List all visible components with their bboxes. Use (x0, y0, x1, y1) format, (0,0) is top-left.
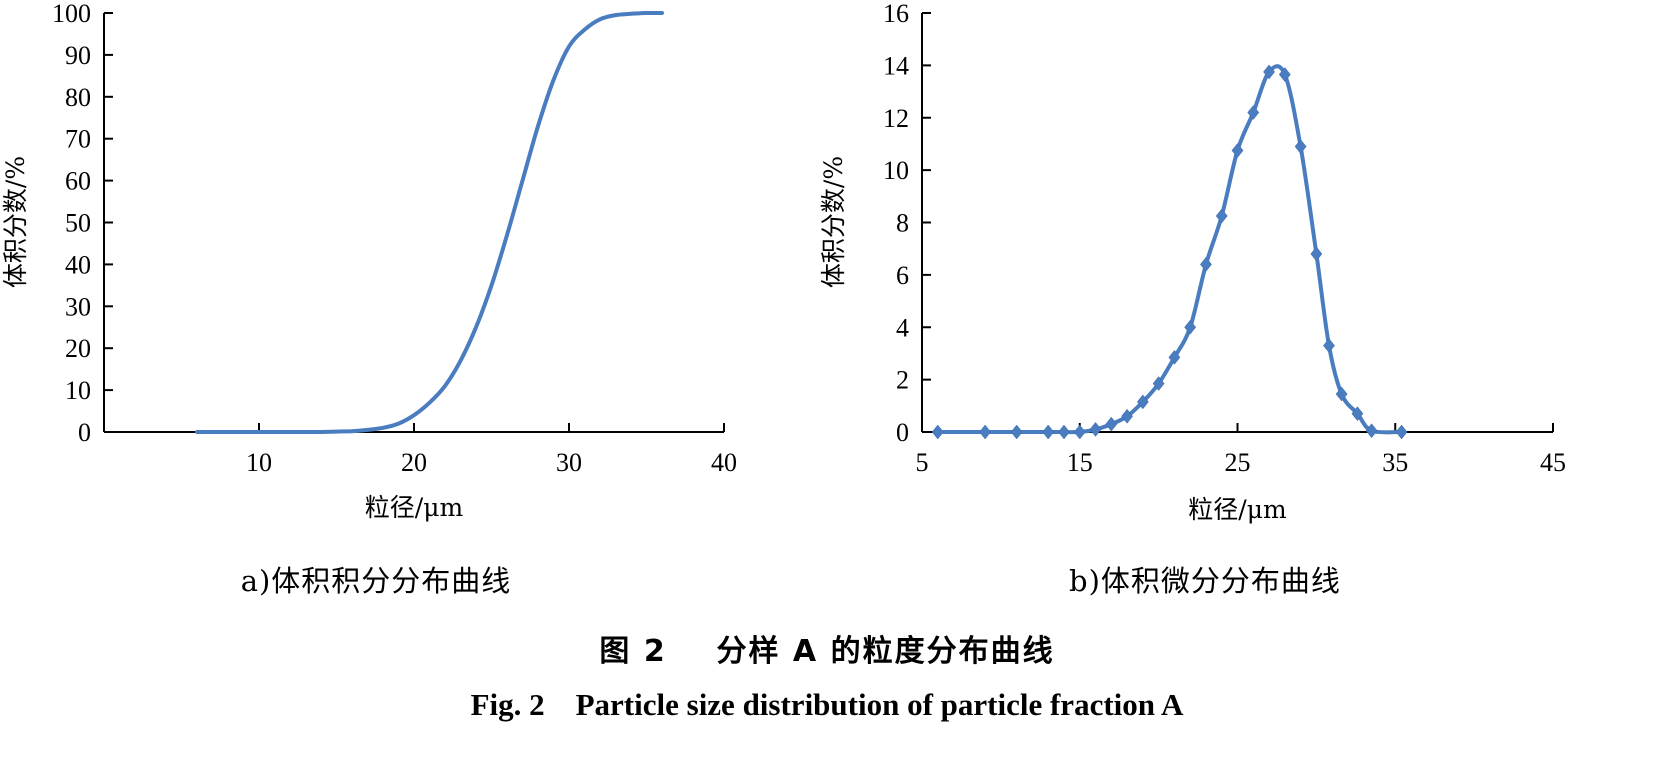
chart-b-y-tick-label: 0 (896, 418, 909, 447)
chart-a-x-tick-label: 10 (246, 448, 272, 477)
chart-b-data-point (1058, 424, 1070, 440)
chart-b-data-point (1323, 338, 1335, 353)
chart-b-data-point (1231, 143, 1244, 158)
chart-a-y-tick-label: 90 (65, 41, 91, 70)
chart-b-data-point (1089, 421, 1102, 437)
chart-b-data-point (1010, 424, 1023, 440)
chart-a-y-tick-label: 10 (65, 376, 91, 405)
chart-a-x-tick-label: 30 (556, 448, 582, 477)
chart-b-data-point (979, 424, 992, 440)
chart-b-series-line (935, 64, 1404, 435)
chart-b-data-point (1042, 424, 1055, 440)
chart-b-y-tick-label: 4 (896, 313, 909, 342)
chart-a-y-axis-title: 体积分数/% (1, 156, 30, 288)
chart-b-data-point (1073, 424, 1086, 440)
chart-b-data-point (1335, 386, 1348, 402)
chart-b-x-tick-label: 35 (1382, 448, 1408, 477)
chart-a-cumulative-distribution: 0 10 20 30 40 50 60 70 80 90 100 10 20 30 40 粒径/μm 体积分数/… (1, 0, 737, 522)
chart-b-y-tick-label: 14 (883, 51, 909, 80)
chart-a-y-tick-label: 80 (65, 83, 91, 112)
chart-b-data-point (1152, 376, 1165, 391)
chart-b-data-point (1184, 319, 1197, 335)
figure-caption-english: Fig. 2 Particle size distribution of par… (471, 687, 1184, 722)
chart-b-y-tick-label: 2 (896, 366, 909, 395)
chart-a-y-tick-label: 70 (65, 125, 91, 154)
chart-b-differential-distribution: 0 2 4 6 8 10 12 14 16 5 15 25 35 45 粒径/μm 体积分数/% (819, 0, 1566, 524)
chart-b-caption: b)体积微分分布曲线 (1069, 564, 1341, 598)
chart-b-data-point (931, 424, 944, 440)
chart-b-data-point (1365, 423, 1378, 439)
chart-a-series-line (195, 10, 664, 435)
chart-a-caption: a)体积积分分布曲线 (241, 564, 512, 598)
chart-b-data-point (1215, 208, 1228, 224)
chart-b-x-tick-label: 15 (1067, 448, 1093, 477)
chart-a-y-tick-label: 0 (78, 418, 91, 447)
chart-b-y-axis-title: 体积分数/% (819, 156, 848, 288)
figure-caption-chinese: 图 2 分样 A 的粒度分布曲线 (599, 634, 1054, 669)
chart-b-data-point (1294, 139, 1307, 154)
chart-b-data-point (1310, 246, 1323, 262)
chart-b-y-tick-label: 12 (883, 104, 909, 133)
chart-b-x-axis-title: 粒径/μm (1188, 495, 1287, 524)
chart-b-x-tick-label: 5 (916, 448, 929, 477)
chart-b-y-tick-label: 16 (883, 0, 909, 28)
chart-b-data-point (1263, 64, 1275, 80)
chart-a-y-tick-label: 20 (65, 334, 91, 363)
chart-a-y-tick-label: 40 (65, 250, 91, 279)
chart-b-data-point (1247, 105, 1260, 120)
chart-a-y-tick-label: 30 (65, 292, 91, 321)
chart-a-y-tick-label: 100 (52, 0, 91, 28)
chart-b-y-tick-label: 6 (896, 261, 909, 290)
chart-a-y-tick-label: 60 (65, 167, 91, 196)
chart-b-x-tick-label: 45 (1540, 448, 1566, 477)
chart-b-data-point (1121, 408, 1133, 424)
chart-b-data-point (1105, 416, 1118, 432)
chart-a-y-tick-label: 50 (65, 209, 91, 238)
chart-b-data-point (1136, 394, 1149, 410)
chart-b-y-tick-label: 8 (896, 209, 909, 238)
chart-b-data-point (1200, 256, 1212, 272)
chart-a-x-axis-title: 粒径/μm (365, 493, 464, 522)
chart-b-data-point (1351, 406, 1364, 422)
chart-a-x-tick-label: 40 (711, 448, 737, 477)
chart-b-data-point (1395, 424, 1408, 440)
chart-b-x-tick-label: 25 (1225, 448, 1251, 477)
chart-b-data-point (1168, 349, 1181, 365)
chart-b-y-tick-label: 10 (883, 156, 909, 185)
chart-b-data-point (1278, 67, 1291, 82)
chart-a-x-tick-label: 20 (401, 448, 427, 477)
